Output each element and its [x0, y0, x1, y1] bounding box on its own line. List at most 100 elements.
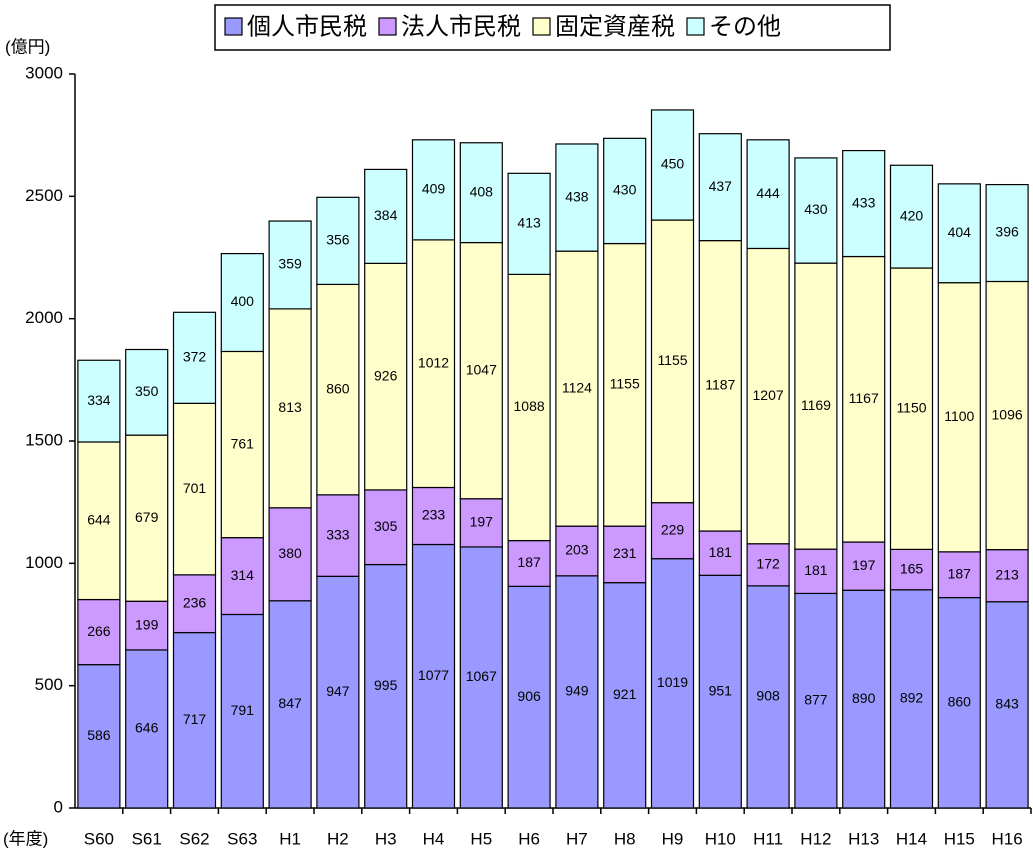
data-label: 359	[278, 256, 302, 272]
data-label: 187	[517, 554, 541, 570]
x-tick-label: H12	[800, 829, 831, 848]
data-label: 213	[995, 566, 1019, 582]
y-tick-label: 2500	[25, 186, 63, 205]
data-label: 717	[183, 711, 207, 727]
bar-segment	[842, 541, 886, 591]
legend-label: 固定資産税	[555, 13, 675, 40]
y-tick-label: 1500	[25, 430, 63, 449]
legend-box	[214, 4, 891, 51]
bar-segment	[316, 196, 360, 286]
bar-segment	[889, 589, 934, 809]
data-label: 1067	[466, 668, 497, 684]
data-label: 413	[517, 215, 541, 231]
bar-segment	[507, 172, 551, 275]
bar-segment	[794, 592, 838, 809]
data-label: 444	[756, 185, 780, 201]
y-tick-label: 2000	[25, 308, 63, 327]
data-label: 203	[565, 542, 589, 558]
bar-segment	[459, 546, 503, 809]
data-label: 843	[995, 696, 1019, 712]
bar-segment	[937, 183, 981, 284]
data-label: 187	[948, 565, 972, 581]
bar-segment	[746, 585, 790, 809]
x-tick-label: H14	[896, 829, 927, 848]
bar-segment	[220, 613, 264, 809]
x-tick-label: S61	[132, 829, 162, 848]
y-axis-label: (億円)	[5, 37, 50, 56]
legend-swatch	[532, 17, 551, 36]
data-label: 761	[231, 435, 255, 451]
x-tick-label: H5	[470, 829, 492, 848]
data-label: 181	[709, 544, 733, 560]
data-label: 877	[804, 691, 828, 707]
data-label: 860	[948, 693, 972, 709]
x-tick-label: H11	[753, 829, 783, 848]
x-tick-label: H15	[944, 829, 975, 848]
bar-segment	[364, 262, 408, 491]
data-label: 813	[278, 399, 302, 415]
data-label: 1155	[610, 376, 640, 392]
data-label: 701	[183, 480, 207, 496]
bar-segment	[842, 255, 886, 543]
data-label: 586	[87, 727, 111, 743]
data-label: 791	[231, 702, 255, 718]
data-label: 266	[87, 623, 111, 639]
x-tick-label: H6	[518, 829, 540, 848]
data-label: 438	[565, 188, 589, 204]
bar-segment	[794, 548, 838, 595]
x-tick-label: H13	[848, 829, 879, 848]
bar-segment	[220, 537, 264, 616]
bar-segment	[746, 139, 790, 250]
data-label: 172	[756, 556, 780, 572]
bar-segment	[172, 574, 217, 634]
data-label: 404	[948, 224, 972, 240]
bar-segment	[172, 402, 217, 576]
x-tick-label: H2	[327, 829, 349, 848]
data-label: 356	[326, 232, 350, 248]
data-label: 926	[374, 367, 398, 383]
bar-segment	[268, 308, 312, 509]
y-tick-label: 500	[35, 675, 63, 694]
data-label: 947	[326, 683, 350, 699]
data-label: 1169	[801, 397, 831, 413]
bar-segment	[698, 574, 742, 809]
bar-segment	[172, 311, 217, 404]
data-label: 305	[374, 518, 398, 534]
data-label: 679	[135, 509, 159, 525]
x-tick-label: H9	[662, 829, 684, 848]
data-label: 233	[422, 507, 446, 523]
bar-segment	[77, 441, 121, 601]
data-label: 1100	[944, 408, 974, 424]
data-label: 197	[470, 514, 494, 530]
y-tick-label: 0	[54, 797, 63, 816]
bar-segment	[459, 142, 503, 244]
bar-segment	[937, 551, 981, 599]
data-label: 1207	[753, 387, 784, 403]
legend-swatch	[378, 17, 397, 36]
bar-segment	[746, 543, 790, 587]
legend-label: 法人市民税	[401, 13, 521, 40]
bar-segment	[650, 502, 695, 560]
data-label: 1077	[418, 667, 449, 683]
x-tick-label: H7	[566, 829, 588, 848]
x-axis-label: (年度)	[3, 829, 48, 848]
data-label: 847	[278, 695, 302, 711]
bar-segment	[937, 282, 981, 553]
data-label: 380	[278, 545, 302, 561]
bar-segment	[794, 262, 838, 550]
bar-segment	[411, 543, 456, 809]
legend-swatch	[686, 17, 705, 36]
data-label: 1187	[705, 377, 735, 393]
bar-segment	[985, 280, 1029, 551]
data-label: 165	[900, 560, 924, 576]
data-label: 408	[470, 183, 494, 199]
data-label: 860	[326, 380, 350, 396]
bar-segment	[459, 241, 503, 500]
legend-label: その他	[709, 13, 781, 40]
bar-segment	[889, 164, 934, 269]
bar-segment	[985, 183, 1029, 283]
bar-segment	[316, 494, 360, 577]
bar-segment	[650, 109, 695, 221]
data-label: 995	[374, 677, 398, 693]
bar-segment	[842, 149, 886, 258]
